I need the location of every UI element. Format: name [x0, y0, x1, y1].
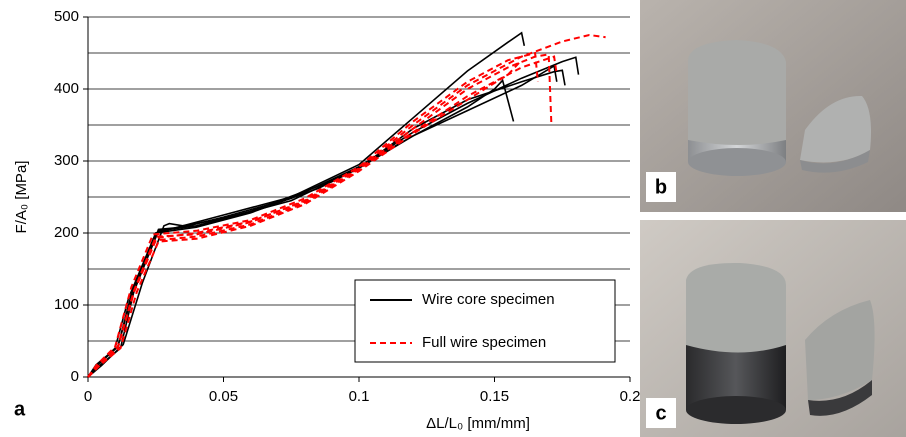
y-tick-label: 0: [71, 368, 79, 385]
curve: [87, 59, 523, 378]
label-box: [646, 172, 676, 202]
x-axis-label: ΔL/L₀ [mm/mm]: [426, 415, 530, 432]
y-tick-label: 300: [54, 152, 79, 169]
y-tick-label: 500: [54, 8, 79, 25]
curve: [87, 51, 539, 378]
x-tick-label: 0.2: [620, 388, 641, 405]
x-tick-label: 0.15: [480, 388, 509, 405]
label-box: [646, 398, 676, 428]
y-tick-label: 200: [54, 224, 79, 241]
photo-b: [640, 0, 906, 212]
curve: [87, 55, 558, 378]
x-tick-label: 0.05: [209, 388, 238, 405]
curve: [87, 31, 526, 378]
x-tick-label: 0: [84, 388, 92, 405]
photo-c: [640, 220, 906, 437]
x-tick-label: 0.1: [349, 388, 370, 405]
panel-label: b: [655, 176, 667, 198]
panel-label: a: [14, 398, 26, 420]
legend-label: Wire core specimen: [422, 291, 555, 308]
y-tick-label: 400: [54, 80, 79, 97]
y-axis-label: F/A₀ [MPa]: [13, 161, 30, 234]
legend-box: [354, 279, 616, 363]
legend-label: Full wire specimen: [422, 334, 546, 351]
y-tick-label: 100: [54, 296, 79, 313]
panel-label: c: [655, 402, 666, 424]
